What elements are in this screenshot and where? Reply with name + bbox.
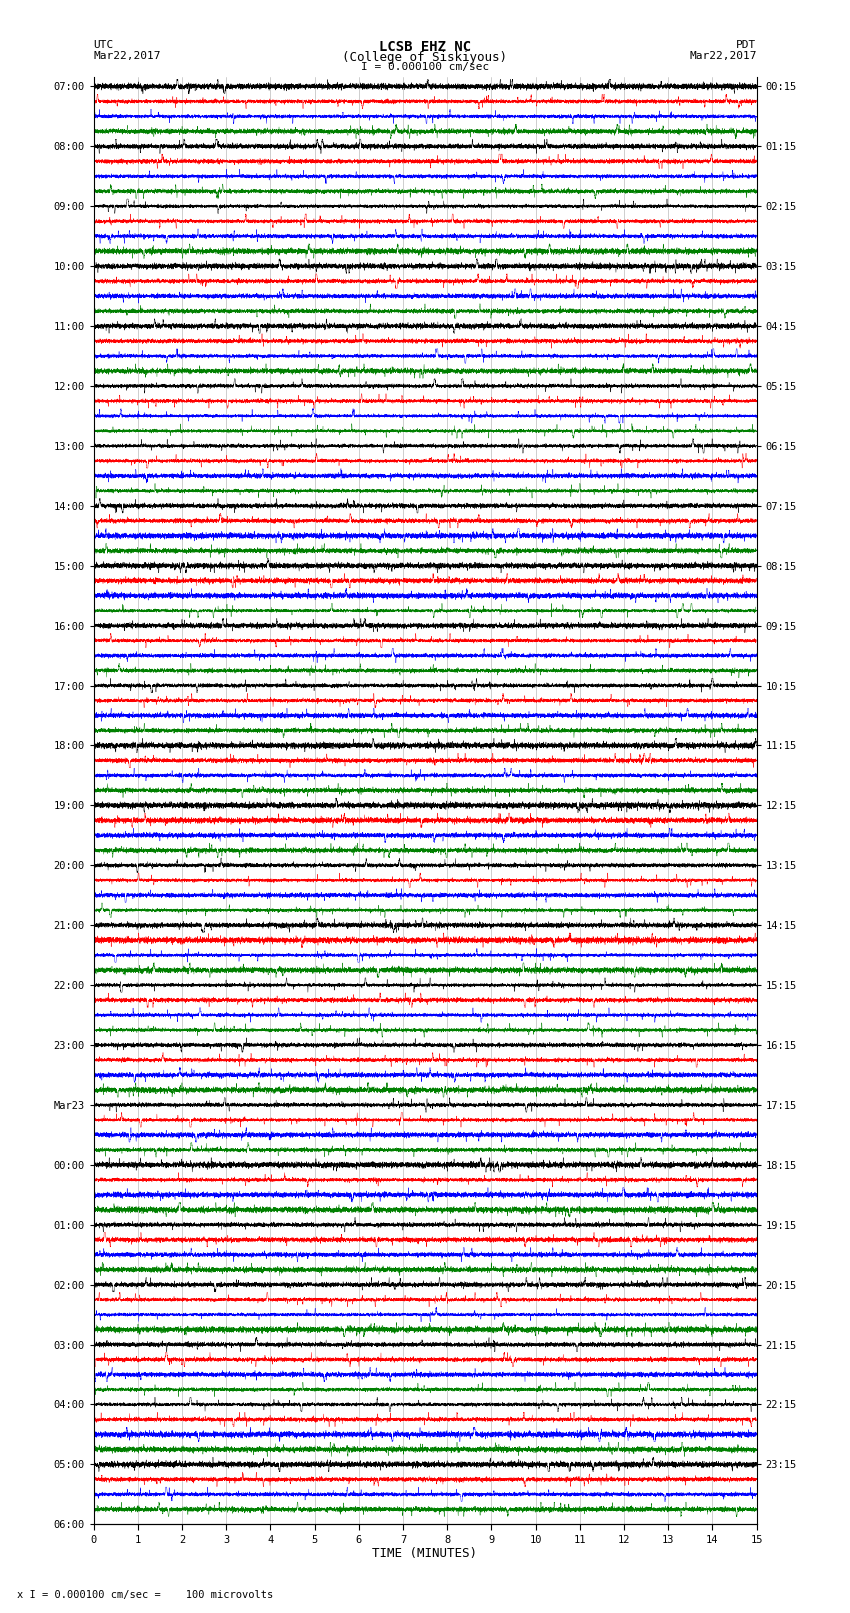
X-axis label: TIME (MINUTES): TIME (MINUTES)	[372, 1547, 478, 1560]
Text: Mar22,2017: Mar22,2017	[689, 50, 756, 61]
Text: (College of Siskiyous): (College of Siskiyous)	[343, 50, 507, 65]
Text: UTC: UTC	[94, 39, 114, 50]
Text: Mar22,2017: Mar22,2017	[94, 50, 161, 61]
Text: PDT: PDT	[736, 39, 756, 50]
Text: I = 0.000100 cm/sec: I = 0.000100 cm/sec	[361, 63, 489, 73]
Text: LCSB EHZ NC: LCSB EHZ NC	[379, 39, 471, 53]
Text: x I = 0.000100 cm/sec =    100 microvolts: x I = 0.000100 cm/sec = 100 microvolts	[17, 1590, 273, 1600]
